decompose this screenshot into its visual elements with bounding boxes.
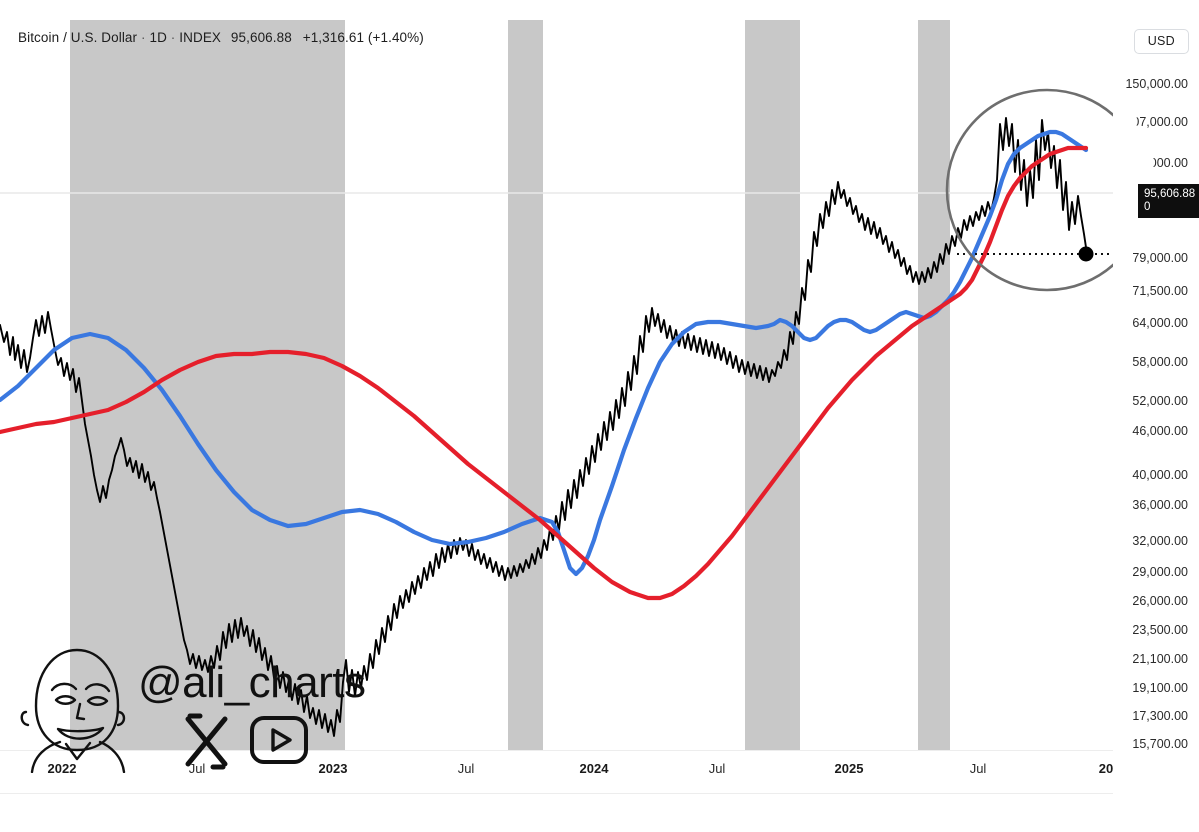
price-tick-label: 52,000.00: [1132, 394, 1188, 408]
time-tick-label: Jul: [969, 761, 987, 776]
legend-symbol[interactable]: Bitcoin / U.S. Dollar: [18, 30, 138, 45]
legend-source: INDEX: [179, 30, 222, 45]
price-tick-label: 17,300.00: [1132, 709, 1188, 723]
time-tick-label: 2023: [318, 761, 348, 776]
recent-selloff-highlight: [945, 88, 1113, 292]
price-tick-label: 23,500.00: [1132, 623, 1188, 637]
time-tick-label: 2022: [47, 761, 77, 776]
chart-plot-area[interactable]: [0, 20, 1113, 750]
shaded-bands-group: [70, 20, 950, 750]
price-tick-label: 26,000.00: [1132, 594, 1188, 608]
legend-last-price: 95,606.88: [230, 30, 292, 45]
price-scale[interactable]: USD 150,000.00107,000.0095,000.0088,000.…: [1113, 0, 1199, 790]
last-close-marker: [1078, 246, 1094, 262]
price-tick-label: 71,500.00: [1132, 284, 1188, 298]
drawdown-band-1: [70, 20, 345, 750]
drawdown-band-3: [745, 20, 800, 750]
chart-canvas: [0, 20, 1113, 750]
last-price-badge-line2: 0: [1144, 201, 1151, 213]
price-tick-label: 36,000.00: [1132, 498, 1188, 512]
annotation-overlays-group: [945, 88, 1113, 292]
last-price-badge: 95,606.88 0: [1138, 184, 1199, 218]
price-tick-label: 107,000.00: [1125, 115, 1188, 129]
time-tick-label: 2025: [834, 761, 864, 776]
ma-slow-line: [0, 145, 1089, 601]
drawdown-band-2: [508, 20, 543, 750]
time-tick-label: Jul: [708, 761, 726, 776]
time-tick-label: 2024: [579, 761, 609, 776]
legend-change: +1,316.61 (+1.40%): [302, 30, 424, 45]
time-scale[interactable]: 2022 Jul 2023 Jul 2024 Jul 2025 Jul 20: [0, 750, 1113, 794]
chart-legend[interactable]: Bitcoin / U.S. Dollar · 1D · INDEX 95,60…: [18, 30, 424, 45]
legend-separator-1: ·: [141, 30, 146, 45]
price-tick-label: 29,000.00: [1132, 565, 1188, 579]
last-price-badge-line1: 95,606.88: [1144, 188, 1196, 200]
currency-badge[interactable]: USD: [1133, 29, 1189, 54]
price-tick-label: 19,100.00: [1132, 681, 1188, 695]
time-tick-label: Jul: [188, 761, 206, 776]
legend-separator-2: ·: [170, 30, 176, 45]
price-tick-label: 95,000.00: [1132, 156, 1188, 170]
price-tick-label: 58,000.00: [1132, 355, 1188, 369]
price-tick-label: 21,100.00: [1132, 652, 1188, 666]
price-tick-label: 40,000.00: [1132, 468, 1188, 482]
price-tick-label: 150,000.00: [1125, 77, 1188, 91]
price-line: [0, 117, 1088, 737]
price-series-group: [0, 117, 1089, 737]
price-tick-label: 15,700.00: [1132, 737, 1188, 751]
price-tick-label: 64,000.00: [1132, 316, 1188, 330]
price-tick-label: 46,000.00: [1132, 424, 1188, 438]
time-tick-label: 20: [1098, 761, 1114, 776]
price-tick-label: 79,000.00: [1132, 251, 1188, 265]
price-tick-label: 32,000.00: [1132, 534, 1188, 548]
ma-fast-line: [0, 129, 1089, 577]
legend-interval[interactable]: 1D: [149, 30, 167, 45]
time-tick-label: Jul: [457, 761, 475, 776]
drawdown-band-4: [918, 20, 950, 750]
